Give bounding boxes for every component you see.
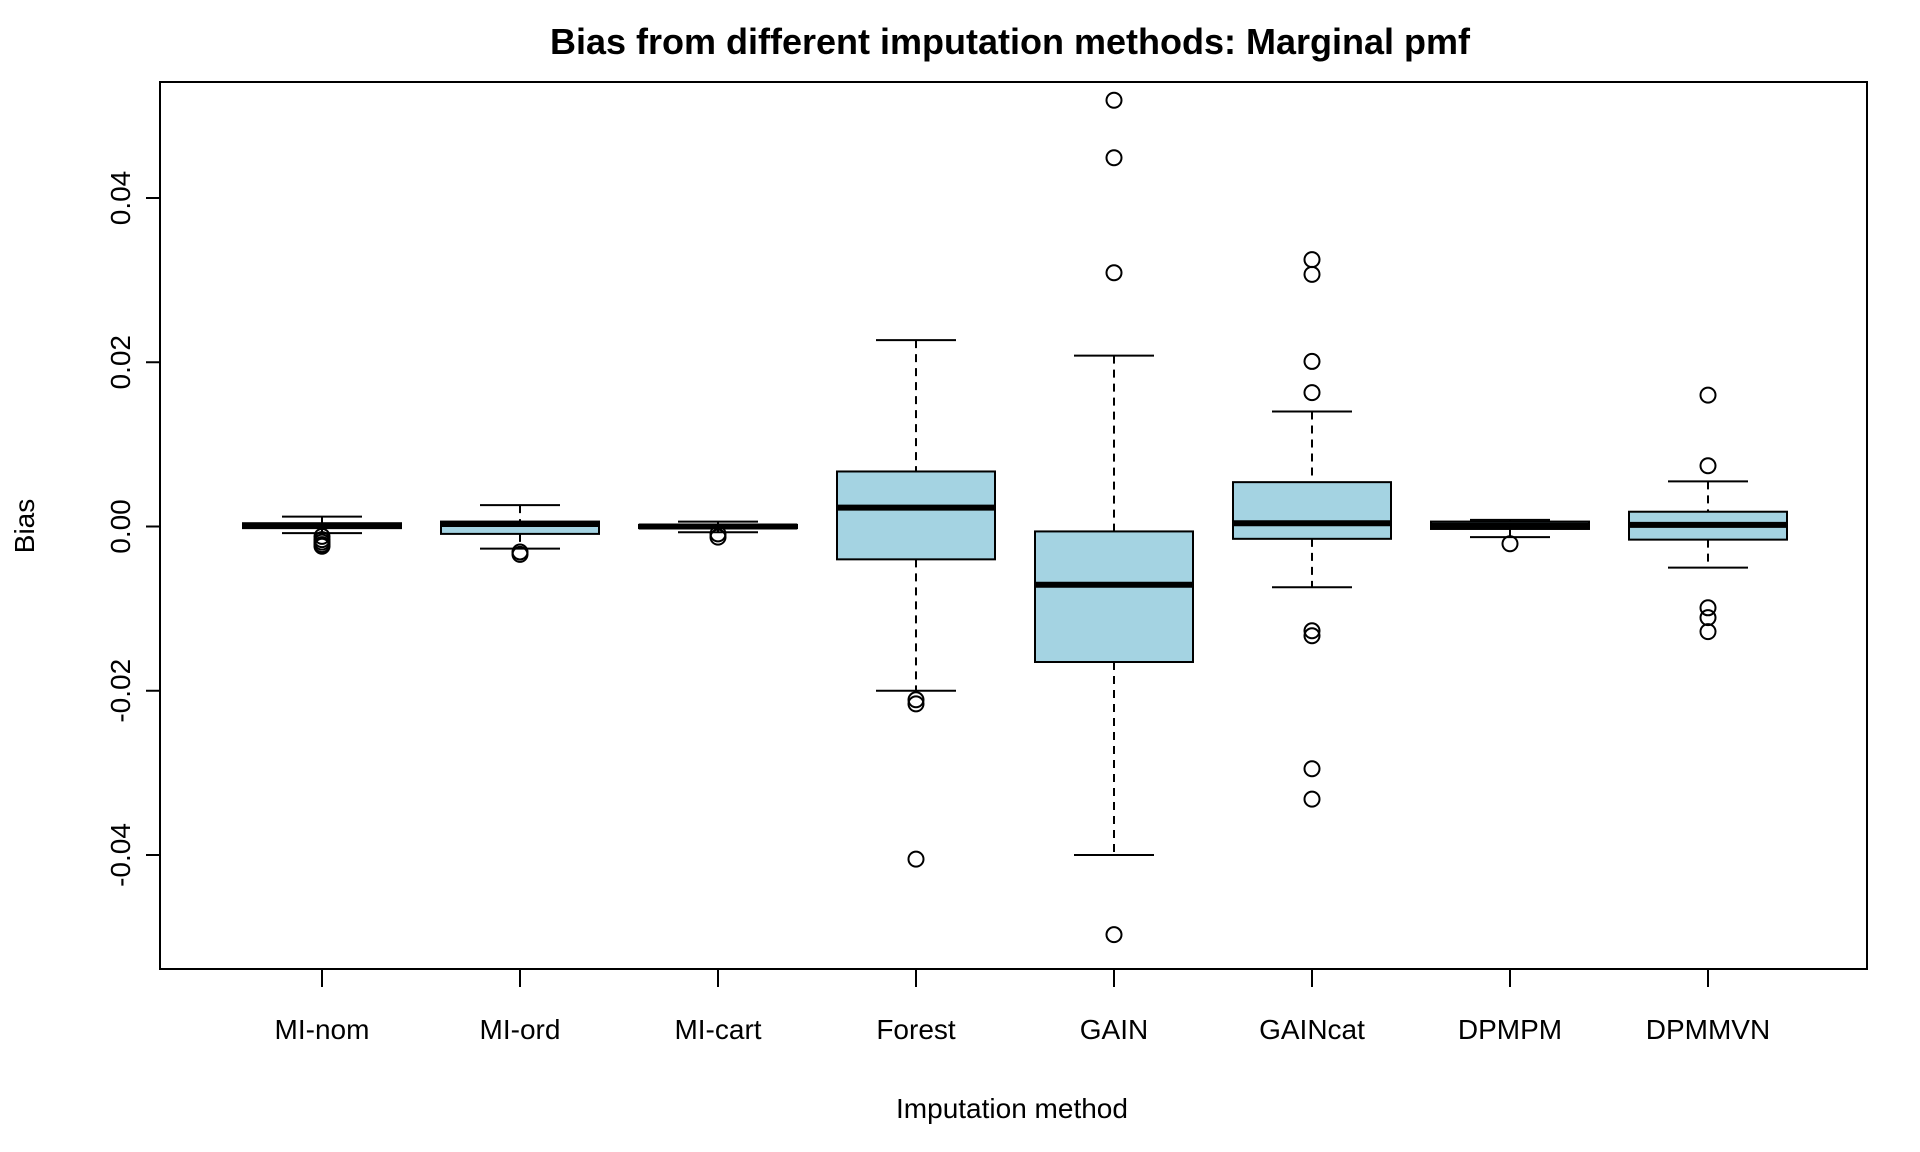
chart-title: Bias from different imputation methods: …	[550, 21, 1471, 62]
box-gaincat	[1232, 251, 1392, 808]
x-tick-label: MI-cart	[674, 1014, 761, 1045]
outlier-point	[1303, 384, 1321, 402]
iqr-box	[1232, 481, 1392, 540]
iqr-box	[1034, 530, 1194, 664]
plot-frame	[159, 81, 1868, 970]
y-tick-label: 0.02	[105, 335, 136, 390]
outlier-point	[1699, 386, 1717, 404]
outlier-point	[1105, 926, 1123, 944]
box-mi-nom	[242, 515, 402, 555]
boxes-group	[242, 91, 1788, 944]
y-tick-label: 0.00	[105, 499, 136, 554]
outlier-point	[1303, 265, 1321, 283]
y-axis-label: Bias	[9, 499, 40, 553]
outlier-point	[1699, 599, 1717, 617]
y-tick-label: -0.04	[105, 823, 136, 887]
box-mi-cart	[638, 520, 798, 546]
outlier-point	[1699, 457, 1717, 475]
outlier-point	[709, 528, 727, 546]
x-tick-label: MI-ord	[480, 1014, 561, 1045]
outlier-point	[1105, 91, 1123, 109]
x-axis-label: Imputation method	[896, 1093, 1128, 1124]
x-tick-label: GAINcat	[1259, 1014, 1365, 1045]
outlier-point	[1303, 760, 1321, 778]
outlier-point	[907, 850, 925, 868]
outlier-point	[1303, 627, 1321, 645]
x-tick-label: DPMPM	[1458, 1014, 1562, 1045]
x-tick-label: Forest	[876, 1014, 956, 1045]
y-tick-label: -0.02	[105, 659, 136, 723]
outlier-point	[1105, 149, 1123, 167]
x-tick-label: DPMMVN	[1646, 1014, 1770, 1045]
outlier-point	[511, 545, 529, 563]
box-gain	[1034, 91, 1194, 944]
iqr-box	[836, 470, 996, 561]
outlier-point	[313, 537, 331, 555]
outlier-point	[1303, 251, 1321, 269]
box-mi-ord	[440, 504, 600, 563]
x-axis: MI-nom MI-ord MI-cart Forest GAIN GAINcat DPMP…	[275, 969, 1770, 1045]
outlier-point	[1501, 535, 1519, 553]
x-tick-label: GAIN	[1080, 1014, 1148, 1045]
outlier-point	[1699, 623, 1717, 641]
box-dpmpm	[1430, 518, 1590, 553]
y-tick-label: 0.04	[105, 171, 136, 226]
box-forest	[836, 339, 996, 868]
outlier-point	[1699, 609, 1717, 627]
x-tick-label: MI-nom	[275, 1014, 370, 1045]
outlier-point	[1303, 622, 1321, 640]
y-axis: -0.04 -0.02 0.00 0.02 0.04	[105, 171, 160, 887]
outlier-point	[1303, 352, 1321, 370]
outlier-point	[907, 695, 925, 713]
outlier-point	[1105, 264, 1123, 282]
box-dpmmvn	[1628, 386, 1788, 641]
outlier-point	[907, 691, 925, 709]
outlier-point	[1303, 790, 1321, 808]
